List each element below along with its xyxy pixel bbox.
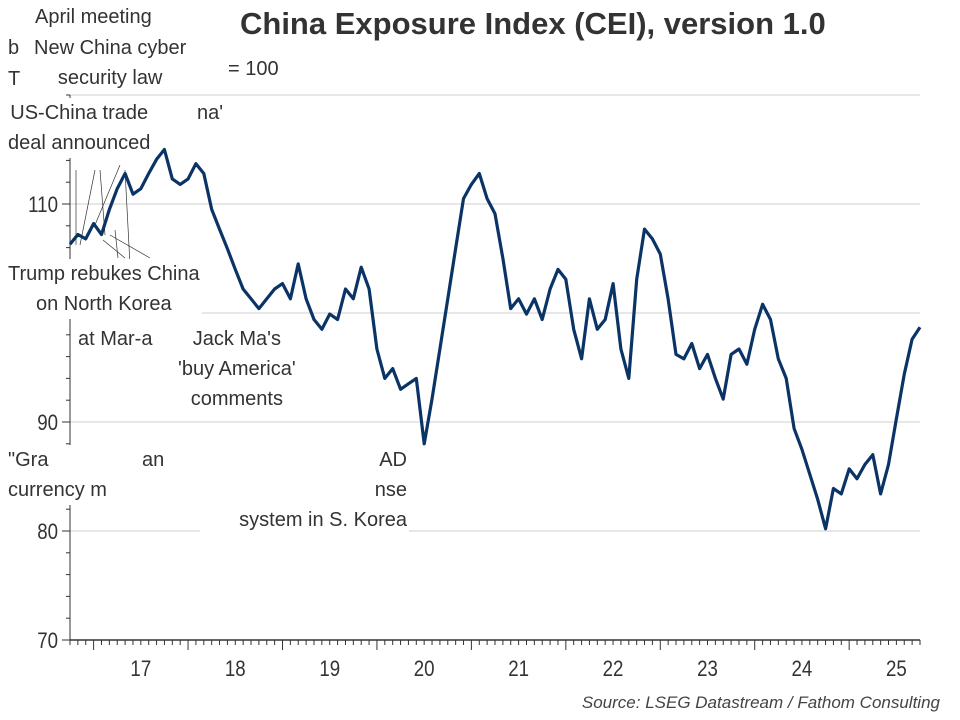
annotation-leader-line	[102, 239, 126, 259]
axes: 70 80 90 110 17 18 19 20 21 22 23 24 25	[28, 94, 921, 682]
y-tick-label: 80	[37, 521, 58, 545]
annotation-leader-line	[94, 164, 121, 226]
chart-title: China Exposure Index (CEI), version 1.0	[240, 6, 826, 41]
x-tick-label-24: 24	[792, 658, 813, 682]
annotation-th: T	[6, 64, 23, 94]
annotation-leader-line	[79, 169, 96, 246]
annotation-us-china-trade-deal: US-China trade deal announced	[6, 98, 153, 158]
y-tick-label: 70	[37, 630, 58, 654]
y-tick-label: 110	[28, 194, 58, 218]
source-note: Source: LSEG Datastream / Fathom Consult…	[581, 693, 940, 712]
annotation-an: an	[140, 445, 167, 475]
annotation-leader-line	[124, 169, 131, 266]
annotation-jack-ma: Jack Ma's'buy America' comments	[176, 324, 298, 414]
annotation-cyber-security-law: New China cyber security law	[32, 33, 189, 93]
annotation-thaad: AD nse system in S. Korea	[200, 445, 409, 535]
x-tick-label-23: 23	[697, 658, 718, 682]
chart-subtitle: = 100	[228, 58, 279, 81]
y-tick-label: 90	[37, 412, 58, 436]
annotation-trump-north-korea: Trump rebukes China on North Korea	[6, 259, 202, 319]
x-tick-label-17: 17	[130, 658, 151, 682]
annotation-april-meeting: April meeting	[33, 2, 154, 32]
x-tick-label-25: 25	[886, 658, 907, 682]
x-tick-label-18: 18	[225, 658, 246, 682]
x-tick-label-19: 19	[319, 658, 340, 682]
annotation-na: na'	[195, 98, 226, 128]
annotation-leader-line	[114, 229, 119, 259]
series-line-cei	[68, 147, 922, 531]
annotation-leader-line	[109, 234, 151, 259]
subtitle-text: = 100	[228, 58, 279, 80]
x-tick-label-20: 20	[414, 658, 435, 682]
annotation-mar-a-lago: at Mar-a	[76, 324, 155, 354]
annotation-b: b	[6, 33, 22, 63]
annotation-grand-chi: "Gra currency m	[6, 445, 109, 505]
x-tick-label-21: 21	[508, 658, 529, 682]
x-tick-label-22: 22	[603, 658, 624, 682]
annotation-leader-lines	[75, 164, 151, 266]
